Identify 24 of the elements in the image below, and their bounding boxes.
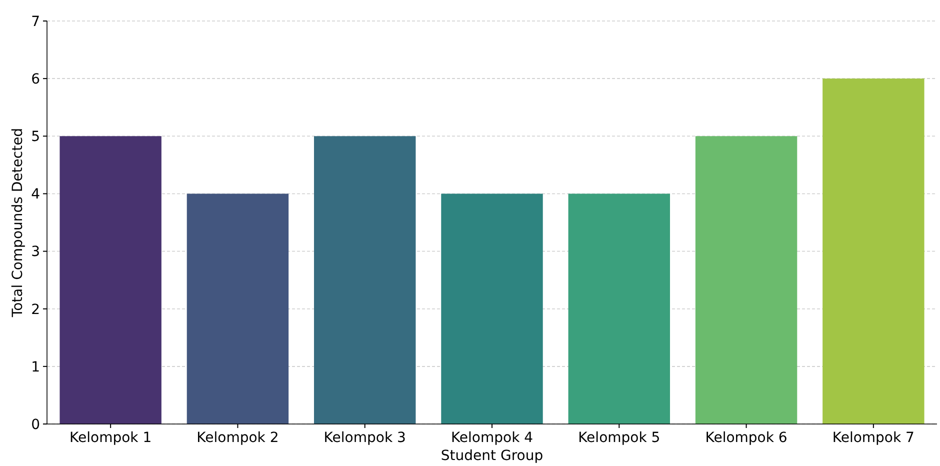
- y-tick-label: 2: [31, 302, 40, 318]
- x-axis-title: Student Group: [440, 448, 544, 464]
- x-tick-label: Kelompok 4: [450, 430, 534, 446]
- y-tick-label: 3: [31, 244, 40, 260]
- bar: [568, 194, 670, 424]
- y-tick-label: 5: [31, 129, 40, 146]
- bar: [60, 136, 162, 424]
- x-tick-label: Kelompok 7: [832, 430, 914, 446]
- x-tick-label: Kelompok 1: [70, 430, 152, 446]
- y-tick-label: 7: [31, 14, 40, 30]
- y-tick-label: 1: [31, 359, 40, 376]
- bar: [822, 78, 924, 424]
- x-tick-label: Kelompok 2: [196, 430, 279, 446]
- bar: [314, 136, 416, 424]
- bar: [441, 194, 543, 424]
- y-axis-title: Total Compounds Detected: [10, 128, 26, 318]
- bar: [186, 194, 289, 424]
- x-tick-label: Kelompok 5: [578, 430, 660, 446]
- y-tick-label: 0: [31, 416, 40, 433]
- bar: [695, 136, 798, 424]
- y-tick-label: 4: [31, 186, 40, 203]
- y-tick-label: 6: [31, 71, 40, 88]
- x-tick-label: Kelompok 3: [324, 430, 406, 446]
- x-tick-label: Kelompok 6: [705, 430, 788, 446]
